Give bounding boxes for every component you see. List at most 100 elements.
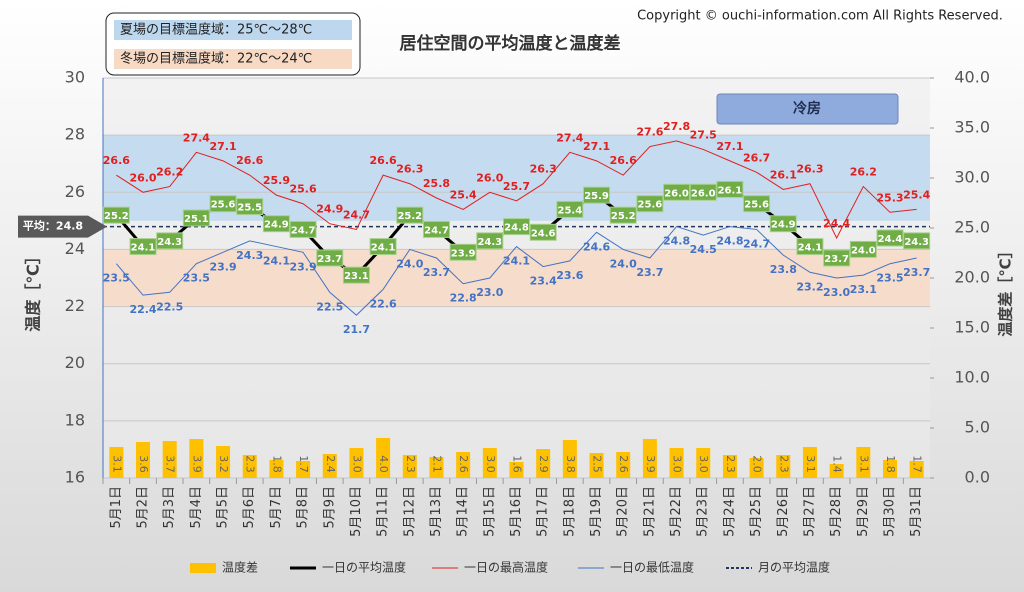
bar-value-label: 3.7 — [164, 455, 177, 473]
value-label: 22.8 — [450, 292, 477, 305]
x-tick-label: 5月22日 — [669, 486, 684, 537]
annotation-box — [716, 93, 899, 125]
legend-label: 夏場の目標温度域：25℃～28℃ — [120, 22, 312, 38]
value-label: 24.5 — [690, 243, 717, 256]
value-label: 25.4 — [903, 188, 930, 201]
bar — [616, 452, 631, 478]
value-label: 24.1 — [503, 255, 530, 268]
legend-label: 月の平均温度 — [758, 560, 830, 575]
bar — [536, 449, 551, 478]
value-label-box — [529, 223, 557, 241]
bar — [322, 454, 337, 478]
value-label: 24.0 — [610, 257, 637, 270]
y-tick-label: 22 — [65, 296, 85, 315]
line — [115, 225, 917, 316]
x-tick-label: 5月2日 — [136, 486, 151, 529]
y-tick-label: 20 — [65, 353, 85, 372]
y-tick-label: 24 — [65, 239, 85, 258]
value-label: 23.7 — [423, 266, 450, 279]
y2-tick-label: 35.0 — [954, 118, 990, 137]
bar-value-label: 3.1 — [857, 455, 870, 473]
value-label: 23.6 — [556, 269, 583, 282]
legend-label: 一日の平均温度 — [322, 560, 406, 575]
mean-callout — [18, 215, 107, 238]
bar — [669, 448, 684, 478]
value-label: 23.0 — [476, 286, 503, 299]
value-label: 27.5 — [690, 128, 717, 141]
value-label-box — [209, 195, 237, 213]
value-label: 23.5 — [183, 272, 210, 285]
x-tick-label: 5月13日 — [429, 486, 444, 537]
value-label: 24.9 — [264, 220, 289, 231]
value-label: 25.9 — [263, 174, 290, 187]
bar — [909, 461, 924, 478]
bar — [109, 447, 124, 478]
value-label-box — [262, 215, 290, 233]
value-label: 23.7 — [824, 254, 849, 265]
bar — [162, 441, 177, 478]
value-label: 23.0 — [823, 286, 850, 299]
x-tick-label: 5月30日 — [882, 486, 897, 537]
bar — [376, 438, 391, 478]
bar-value-label: 3.0 — [350, 455, 363, 473]
value-label: 27.1 — [209, 140, 236, 153]
value-label: 24.1 — [263, 255, 290, 268]
x-tick-label: 5月18日 — [562, 486, 577, 537]
legend-label: 冬場の目標温度域：22℃～24℃ — [120, 51, 312, 67]
x-tick-label: 5月25日 — [749, 486, 764, 537]
value-label: 24.3 — [157, 237, 182, 248]
value-label: 26.2 — [850, 166, 877, 179]
mean-label: 平均：24.8 — [23, 219, 83, 233]
bar-value-label: 2.1 — [430, 455, 443, 473]
value-label-box — [849, 240, 877, 258]
value-label: 24.3 — [477, 237, 502, 248]
value-label: 26.6 — [370, 154, 397, 167]
value-label-box — [156, 232, 184, 250]
y2-tick-label: 15.0 — [954, 318, 990, 337]
value-label: 27.6 — [636, 126, 663, 139]
bar-value-label: 1.4 — [831, 455, 844, 473]
bar-value-label: 3.1 — [804, 455, 817, 473]
x-tick-label: 5月31日 — [909, 486, 924, 537]
y2-tick-label: 10.0 — [954, 368, 990, 387]
value-label: 26.3 — [530, 163, 557, 176]
value-label-box — [876, 229, 904, 247]
bar — [456, 452, 471, 478]
value-label: 23.7 — [636, 266, 663, 279]
bar-value-label: 2.4 — [324, 455, 337, 473]
value-label: 23.1 — [344, 271, 369, 282]
legend-swatch — [190, 563, 216, 573]
value-label-box — [236, 198, 264, 216]
value-label: 22.5 — [316, 300, 343, 313]
bar-value-label: 2.6 — [617, 455, 630, 473]
value-label: 25.6 — [211, 200, 236, 211]
value-label: 24.7 — [424, 225, 449, 236]
legend-swatch — [114, 20, 352, 40]
value-label: 26.2 — [156, 166, 183, 179]
value-label: 27.4 — [183, 131, 210, 144]
value-label-box — [449, 243, 477, 261]
x-tick-label: 5月8日 — [296, 486, 311, 529]
bar — [429, 457, 444, 478]
value-label: 26.0 — [691, 188, 716, 199]
x-tick-label: 5月5日 — [216, 486, 231, 529]
bar — [802, 447, 817, 478]
value-label: 21.7 — [343, 323, 370, 336]
bar — [269, 460, 284, 478]
line — [116, 140, 917, 240]
value-label-box — [609, 206, 637, 224]
y-tick-label: 16 — [65, 468, 85, 487]
bar-value-label: 1.7 — [911, 455, 924, 473]
value-label-box — [636, 195, 664, 213]
y2-tick-label: 20.0 — [954, 268, 990, 287]
legend-label: 一日の最高温度 — [464, 560, 548, 575]
value-label: 23.9 — [209, 260, 236, 273]
value-label: 25.8 — [423, 177, 450, 190]
value-label: 24.8 — [716, 235, 743, 248]
bar — [136, 442, 151, 478]
x-tick-label: 5月11日 — [376, 486, 391, 537]
bar — [296, 461, 311, 478]
value-label: 24.8 — [504, 223, 529, 234]
bar — [589, 453, 604, 478]
